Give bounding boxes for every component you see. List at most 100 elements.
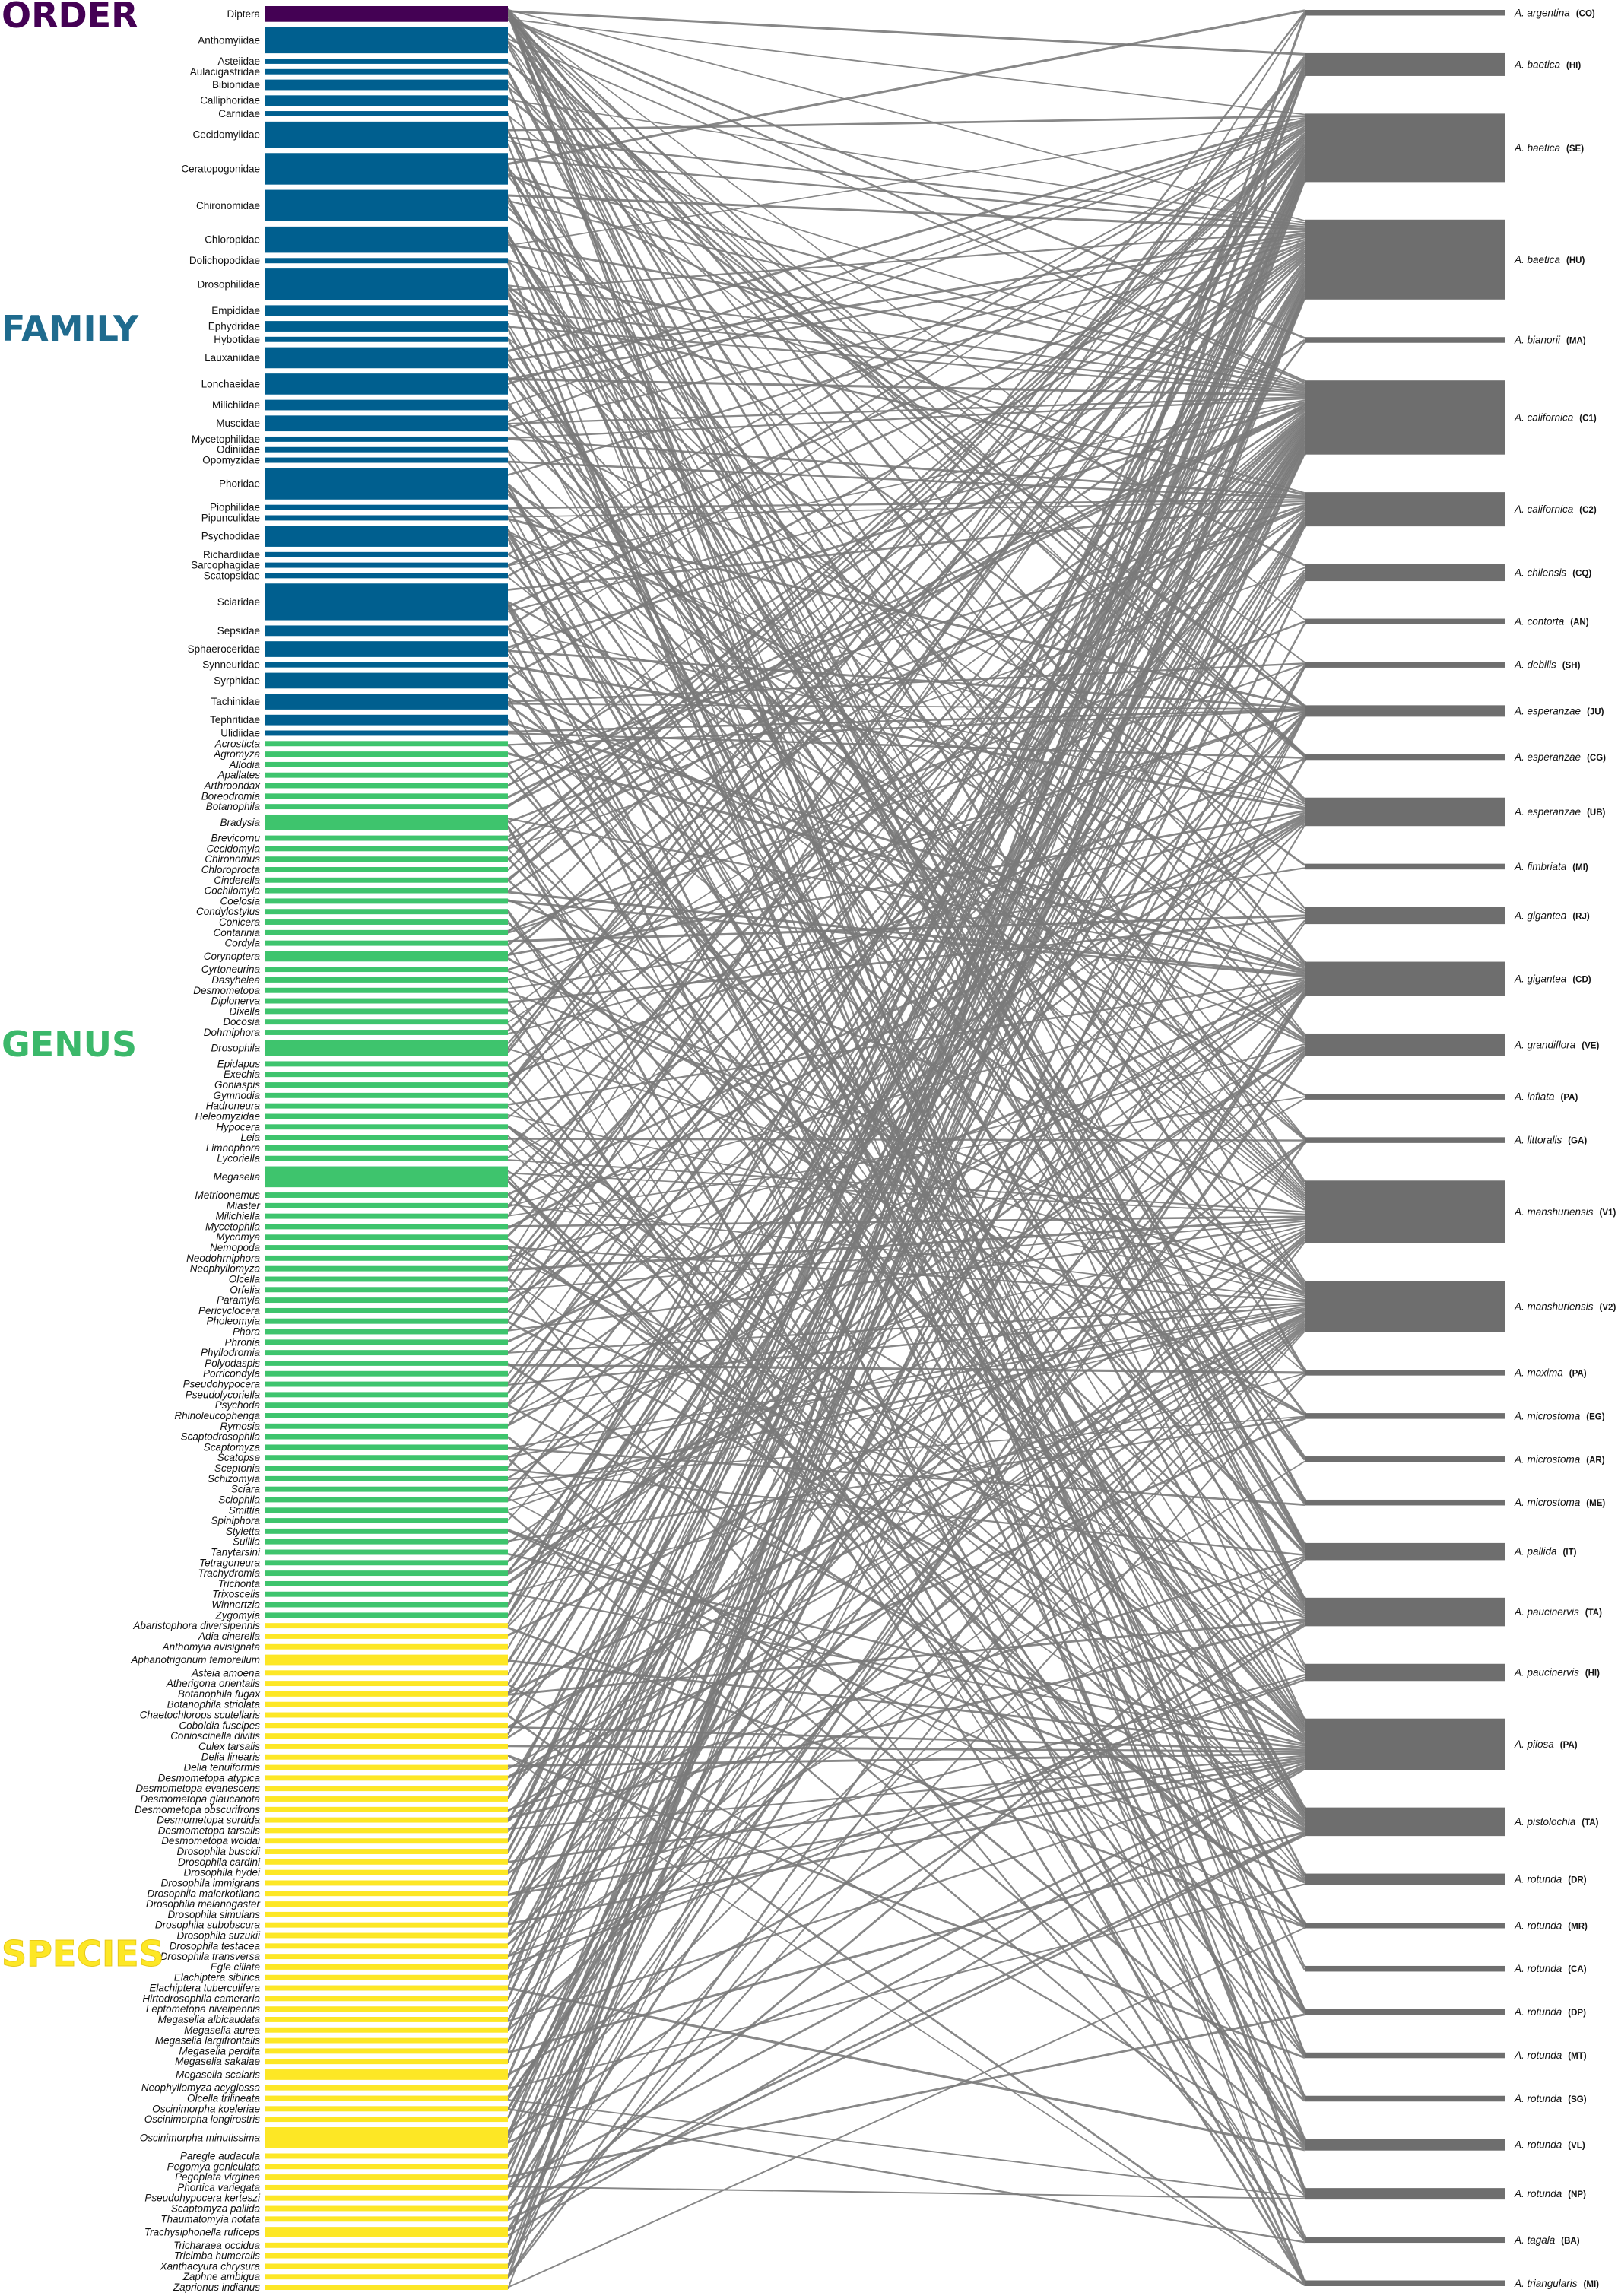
taxon-species-drosophila-cardini: Drosophila cardini <box>178 1856 508 1868</box>
taxon-species-desmometopa-sordida: Desmometopa sordida <box>157 1815 508 1826</box>
taxon-genus-pseudolycoriella: Pseudolycoriella <box>186 1389 508 1400</box>
link-pegoplata-virginea-to-a-rotunda-dp <box>507 2013 1306 2178</box>
link-suillia-to-a-microstoma-eg <box>507 1416 1306 1542</box>
plant-site-code: (CQ) <box>1572 569 1591 578</box>
taxon-species-anthomyia-avisignata: Anthomyia avisignata <box>162 1641 508 1653</box>
plant-bar <box>1305 1137 1505 1143</box>
plant-a-rotunda-dp: A. rotunda (DP) <box>1305 2006 1586 2018</box>
taxon-label: Scatopse <box>217 1452 260 1463</box>
taxon-genus-cochliomyia: Cochliomyia <box>204 885 508 897</box>
taxon-bar <box>265 2216 508 2222</box>
taxon-bar <box>265 1996 508 2002</box>
taxon-species-drosophila-immigrans: Drosophila immigrans <box>160 1877 508 1888</box>
taxon-label: Desmometopa evanescens <box>135 1783 260 1794</box>
link-trachysiphonella-ruficeps-to-a-pilosa-pa <box>507 1767 1306 2237</box>
plant-bar <box>1305 2188 1505 2200</box>
link-paregle-audacula-to-a-grandiflora-ve <box>507 1053 1306 2158</box>
taxon-bar <box>265 714 508 726</box>
taxon-genus-scatopse: Scatopse <box>217 1452 508 1463</box>
link-scatopse-to-a-rotunda-vl <box>507 1457 1306 2148</box>
taxon-family-drosophilidae: Drosophilidae <box>197 268 508 300</box>
taxon-bar <box>265 1612 508 1618</box>
taxon-family-tachinidae: Tachinidae <box>211 694 508 710</box>
plant-column: A. argentina (CO)A. baetica (HI)A. baetica… <box>1305 7 1616 2289</box>
plant-species-label: A. bianorii <box>1514 334 1561 345</box>
taxon-genus-trixoscelis: Trixoscelis <box>212 1589 508 1600</box>
taxon-bar <box>265 1828 508 1834</box>
link-chloropidae-to-a-manshuriensis-v2 <box>507 237 1306 1285</box>
taxon-label: Trixoscelis <box>212 1589 260 1600</box>
taxon-bar <box>265 347 508 369</box>
plant-species-label: A. microstoma <box>1514 1497 1581 1508</box>
taxon-label: Drosophila suzukii <box>176 1929 261 1941</box>
taxon-label: Zygomyia <box>214 1609 260 1621</box>
plant-site-code: (HU) <box>1566 256 1585 265</box>
link-neodohrniphora-to-a-argentina-co <box>507 13 1306 1261</box>
taxon-label: Schizomyia <box>208 1473 261 1485</box>
taxon-bar <box>265 226 508 253</box>
link-chironomidae-to-a-manshuriensis-v1 <box>507 202 1306 1189</box>
link-aulacigastridae-to-a-pallida-it <box>507 69 1306 1546</box>
plant-a-microstoma-ar: A. microstoma (AR) <box>1305 1453 1605 1465</box>
taxon-family-phoridae: Phoridae <box>219 468 508 500</box>
taxon-species-pegomya-geniculata: Pegomya geniculata <box>167 2161 508 2172</box>
taxon-species-oscinimorpha-minutissima: Oscinimorpha minutissima <box>140 2126 508 2148</box>
taxon-bar <box>265 2037 508 2044</box>
taxon-genus-diplonerva: Diplonerva <box>211 996 508 1007</box>
plant-species-label: A. pilosa <box>1514 1739 1554 1750</box>
plant-site-code: (CD) <box>1572 976 1591 985</box>
link-scatopsidae-to-a-baetica-se <box>507 127 1306 577</box>
taxon-genus-sciophila: Sciophila <box>218 1494 508 1505</box>
taxon-family-ephydridae: Ephydridae <box>208 321 508 332</box>
taxon-family-anthomyiidae: Anthomyiidae <box>198 27 508 54</box>
taxon-label: Trichonta <box>218 1578 261 1589</box>
plant-site-code: (MI) <box>1584 2280 1600 2289</box>
taxon-genus-contarinia: Contarinia <box>213 927 508 938</box>
taxon-bar <box>265 793 508 799</box>
plant-a-maxima-pa: A. maxima (PA) <box>1305 1367 1587 1378</box>
taxon-bar <box>265 258 508 264</box>
taxon-genus-conicera: Conicera <box>219 916 508 928</box>
plant-site-code: (SG) <box>1568 2095 1586 2104</box>
taxon-bar <box>265 1681 508 1687</box>
taxon-bar <box>265 27 508 54</box>
link-drosophila-simulans-to-a-californica-c1 <box>506 445 1306 1917</box>
taxon-label: Botanophila striolata <box>167 1699 261 1710</box>
taxon-species-culex-tarsalis: Culex tarsalis <box>198 1741 508 1752</box>
link-phortica-variegata-to-a-rotunda-np <box>507 2186 1306 2200</box>
plant-site-code: (PA) <box>1560 1741 1578 1750</box>
plant-bar <box>1305 564 1505 582</box>
taxon-species-aphanotrigonum-femorellum: Aphanotrigonum femorellum <box>130 1654 508 1666</box>
taxon-label: Winnertzia <box>211 1599 260 1611</box>
taxon-species-hirtodrosophila-cameraria: Hirtodrosophila cameraria <box>142 1993 508 2004</box>
taxon-label: Abaristophora diversipennis <box>132 1620 260 1631</box>
plant-site-code: (SH) <box>1562 662 1581 671</box>
taxon-bar <box>265 1040 508 1056</box>
taxon-species-tricimba-humeralis: Tricimba humeralis <box>174 2250 508 2262</box>
taxon-genus-milichiella: Milichiella <box>215 1211 508 1222</box>
taxon-label: Docosia <box>223 1016 260 1027</box>
link-winnertzia-to-a-baetica-se <box>506 154 1306 1607</box>
taxon-genus-schizomyia: Schizomyia <box>208 1473 508 1485</box>
taxon-bar <box>265 2059 508 2065</box>
taxon-bar <box>265 1964 508 1970</box>
taxon-genus-gymnodia: Gymnodia <box>213 1090 508 1101</box>
taxon-bar <box>265 562 508 568</box>
link-megaselia-to-a-paucinervis-hi <box>507 1170 1306 1673</box>
taxon-family-sarcophagidae: Sarcophagidae <box>191 560 508 571</box>
taxon-label: Coelosia <box>220 895 260 907</box>
taxon-genus-agromyza: Agromyza <box>213 748 508 760</box>
taxon-genus-acrosticta: Acrosticta <box>214 738 508 749</box>
link-psychodidae-to-a-esperanzae-ub <box>507 533 1306 807</box>
taxon-species-drosophila-subobscura: Drosophila subobscura <box>155 1920 508 1931</box>
plant-a-manshuriensis-v1: A. manshuriensis (V1) <box>1305 1180 1616 1243</box>
taxon-bar <box>265 2126 508 2148</box>
link-chloropidae-to-a-californica-c1 <box>507 243 1306 391</box>
taxon-label: Milichiidae <box>212 399 260 411</box>
taxon-genus-neodohrniphora: Neodohrniphora <box>186 1253 508 1264</box>
link-chironomus-to-a-baetica-se <box>507 135 1306 861</box>
taxon-label: Suillia <box>233 1536 261 1548</box>
link-desmometopa-woldai-to-a-baetica-hi <box>506 62 1306 1842</box>
plant-a-paucinervis-hi: A. paucinervis (HI) <box>1305 1663 1600 1682</box>
taxon-label: Pholeomyia <box>206 1316 260 1327</box>
